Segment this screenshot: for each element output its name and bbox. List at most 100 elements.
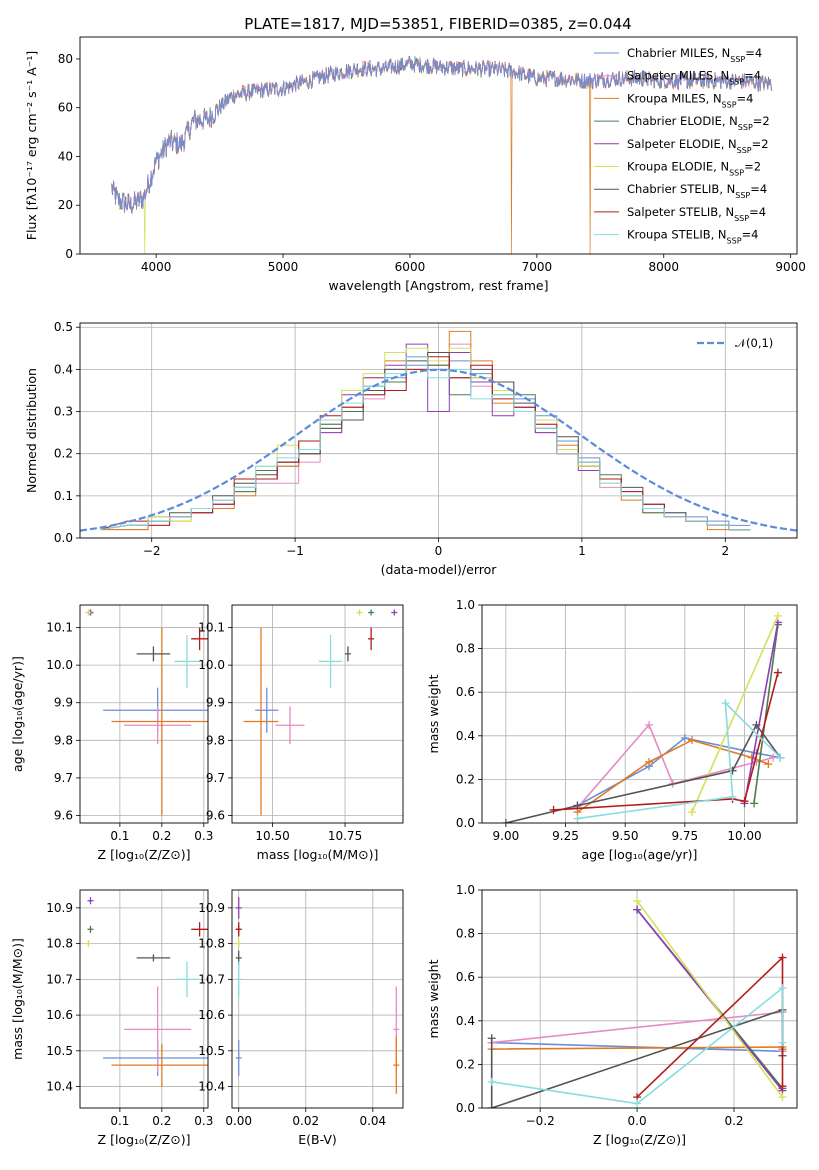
x-tick-label: 0.0 [628,1114,647,1128]
x-tick-label: 0.1 [110,829,129,843]
axes-frame [481,889,798,1109]
legend-label: Salpeter STELIB, NSSP=4 [627,205,766,223]
legend-label: Kroupa ELODIE, NSSP=2 [627,160,761,178]
legend-label: Chabrier STELIB, NSSP=4 [627,182,767,200]
y-tick-label: 10.4 [198,1080,225,1094]
y-tick-label: 0.6 [456,970,475,984]
y-tick-label: 10.8 [46,937,73,951]
plot-area [80,330,797,532]
x-tick-label: 6000 [395,260,426,274]
x-axis-label: wavelength [Angstrom, rest frame] [328,278,548,293]
y-tick-label: 0 [65,247,73,261]
weight-marker [773,611,782,620]
x-tick-label: 0.2 [152,1114,171,1128]
weight-marker [680,733,689,742]
x-tick-label: −1 [286,544,304,558]
weight-marker [764,760,773,769]
y-tick-label: 9.9 [206,696,225,710]
legend-label: Salpeter ELODIE, NSSP=2 [627,137,769,155]
y-tick-label: 0.0 [456,1101,475,1115]
y-tick-label: 10.7 [198,972,225,986]
x-axis-label: Z [log₁₀(Z/Z⊙)] [593,1132,686,1147]
y-tick-label: 0.4 [54,362,73,376]
weight-marker [750,799,759,808]
weight-marker [721,699,730,708]
weight-line [691,615,779,813]
y-tick-label: 10.4 [46,1080,73,1094]
y-axis-label: Flux [fλ10⁻¹⁷ erg cm⁻² s⁻¹ A⁻¹] [24,51,39,240]
y-tick-label: 9.6 [54,808,73,822]
x-tick-label: 0 [435,544,443,558]
x-tick-label: 9.75 [671,829,698,843]
y-tick-label: 60 [58,101,73,115]
weight-marker [633,1099,642,1108]
y-axis-label: mass weight [426,959,441,1038]
legend-label: Chabrier MILES, NSSP=4 [627,46,762,64]
plot-area [85,897,208,1087]
y-tick-label: 1.0 [456,883,475,897]
y-tick-label: 9.7 [206,771,225,785]
legend-label: 𝒩(0,1) [735,336,773,350]
x-tick-label: 0.2 [724,1114,743,1128]
y-tick-label: 20 [58,198,73,212]
weight-line [753,624,779,804]
weight-marker [633,905,642,914]
plot-area [111,55,772,254]
y-tick-label: 0.0 [54,531,73,545]
y-tick-label: 10.8 [198,937,225,951]
axes-frame [79,889,209,1109]
weight-marker [688,808,696,817]
x-tick-label: 10.00 [727,829,761,843]
y-tick-label: 1.0 [456,598,475,612]
x-tick-label: 9.25 [552,829,579,843]
weight-line [491,986,784,1105]
weight-marker [778,1093,787,1102]
x-tick-label: 10.50 [255,829,289,843]
weight-marker [645,757,654,766]
x-axis-label: Z [log₁₀(Z/Z⊙)] [98,847,191,862]
x-tick-label: −0.2 [526,1114,555,1128]
weight-marker [549,805,558,814]
x-axis-label: Z [log₁₀(Z/Z⊙)] [98,1132,191,1147]
y-tick-label: 0.2 [456,1057,475,1071]
weight-marker [501,819,510,823]
x-tick-label: 7000 [522,260,553,274]
y-tick-label: 0.2 [54,447,73,461]
axes-frame [79,36,798,255]
x-tick-label: 9.00 [493,829,520,843]
weight-line [553,672,779,811]
weight-marker [728,792,737,801]
weight-marker [573,814,582,823]
y-tick-label: 10.9 [46,901,73,915]
weight-marker [778,1082,787,1091]
y-tick-label: 10.6 [198,1008,225,1022]
axes-frame [231,604,404,824]
y-tick-label: 0.3 [54,405,73,419]
figure-title: PLATE=1817, MJD=53851, FIBERID=0385, z=0… [244,15,631,33]
legend-label: Salpeter MILES, NSSP=4 [627,69,761,87]
histogram-series [100,356,751,531]
x-axis-label: age [log₁₀(age/yr)] [582,847,698,862]
weight-marker [487,1034,496,1043]
y-tick-label: 9.8 [206,733,225,747]
weight-marker [487,1104,496,1108]
axes-frame [79,322,798,539]
y-axis-label: age [log₁₀(age/yr)] [10,656,25,772]
y-tick-label: 0.6 [456,685,475,699]
y-tick-label: 10.5 [198,1044,225,1058]
x-tick-label: 10.75 [328,829,362,843]
x-axis-label: mass [log₁₀(M/M⊙)] [257,847,379,862]
x-tick-label: 0.00 [225,1114,252,1128]
plot-area [501,611,785,823]
x-tick-label: 1 [578,544,586,558]
axes-frame [481,604,798,824]
x-tick-label: 0.2 [152,829,171,843]
weight-marker [778,1038,787,1047]
x-tick-label: 8000 [648,260,679,274]
y-tick-label: 0.8 [456,642,475,656]
x-tick-label: 9.50 [612,829,639,843]
y-tick-label: 10.1 [198,621,225,635]
weight-line [636,900,784,1098]
x-tick-label: 4000 [141,260,172,274]
